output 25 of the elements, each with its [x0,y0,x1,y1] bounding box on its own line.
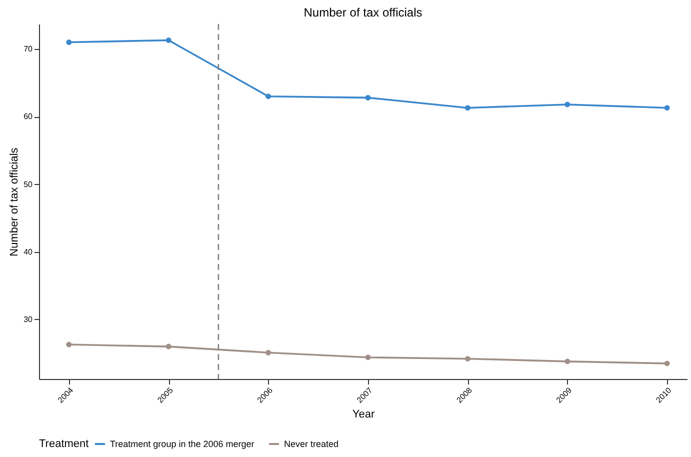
legend-label: Never treated [284,439,339,449]
x-axis-title: Year [352,408,375,421]
point [464,105,470,111]
y-tick-label: 60 [24,112,34,122]
point [66,40,72,45]
point [365,94,371,100]
y-tick-label: 40 [24,247,34,256]
y-tick-label: 30 [24,314,34,324]
legend-label: Treatment group in the 2006 merger [110,439,254,449]
legend-title: Treatment [39,438,89,450]
point [166,344,172,350]
point [166,37,172,43]
point [464,356,470,362]
y-axis-title: Number of tax officials [8,147,21,256]
y-tick-label: 50 [24,180,34,189]
point [66,342,72,348]
point [664,105,670,111]
y-tick-label: 70 [24,44,34,54]
chart-title: Number of tax officials [304,5,422,20]
point [664,360,670,366]
point [365,354,371,360]
point [564,358,570,364]
point [564,102,570,108]
point [266,350,272,356]
point [266,94,272,100]
